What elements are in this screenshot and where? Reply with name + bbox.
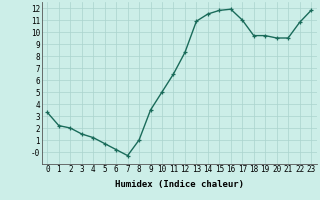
X-axis label: Humidex (Indice chaleur): Humidex (Indice chaleur): [115, 180, 244, 189]
